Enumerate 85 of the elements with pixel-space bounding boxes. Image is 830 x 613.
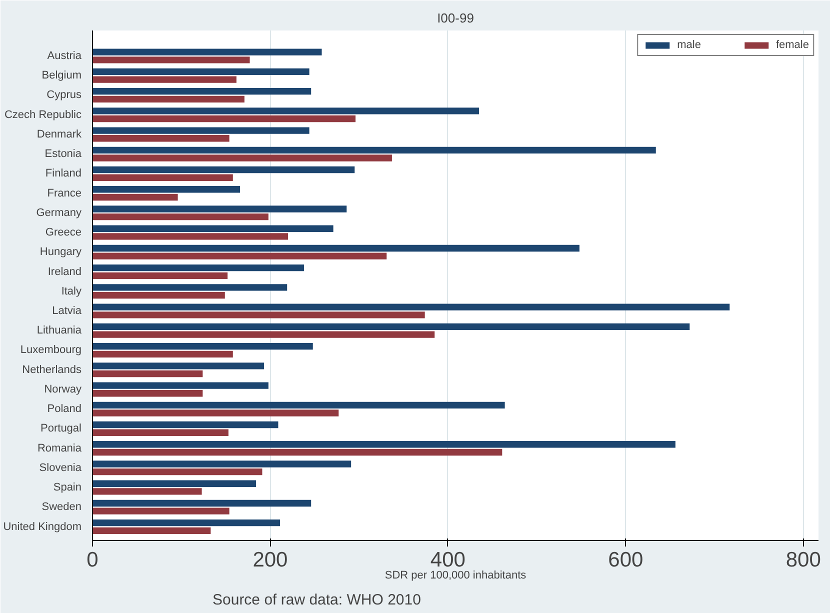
bar [92, 292, 225, 299]
bar [92, 342, 313, 350]
y-tick-label: Cyprus [46, 89, 82, 102]
bar [92, 350, 233, 358]
bar [92, 214, 268, 220]
y-tick-label: Netherlands [22, 364, 82, 376]
bar [92, 480, 256, 487]
bar [92, 304, 730, 310]
bar [92, 56, 250, 64]
x-axis-title: SDR per 100,000 inhabitants [384, 570, 527, 582]
bar [92, 520, 280, 526]
bar [92, 448, 502, 456]
y-tick-label: Belgium [42, 70, 82, 82]
y-tick-label: Lithuania [36, 324, 82, 337]
y-tick-label: Estonia [44, 148, 82, 160]
y-tick-label: Luxembourg [20, 344, 82, 356]
bar [92, 88, 312, 95]
bar [92, 233, 288, 240]
y-tick-label: Greece [45, 226, 82, 239]
bar [92, 174, 233, 181]
bar [92, 429, 228, 436]
x-tick-label: 600 [608, 548, 644, 572]
bar [92, 390, 203, 397]
bar [92, 186, 240, 193]
bar [92, 68, 310, 76]
y-tick-label: Poland [47, 403, 82, 416]
bar [92, 76, 236, 83]
y-tick-label: Denmark [36, 128, 82, 140]
y-tick-label: Austria [47, 50, 82, 62]
y-tick-label: Czech Republic [4, 108, 82, 121]
bar [92, 252, 387, 260]
bar [92, 96, 244, 102]
bar [92, 264, 304, 272]
y-tick-label: Latvia [52, 305, 82, 317]
y-tick-label: Romania [37, 442, 82, 454]
bar [92, 527, 211, 534]
y-tick-label: Portugal [40, 422, 82, 435]
bar [92, 48, 322, 56]
x-tick-label: 800 [786, 548, 821, 572]
bar [92, 460, 352, 468]
bar [92, 115, 356, 122]
bar [92, 410, 339, 416]
legend-label: male [677, 39, 701, 51]
x-tick-label: 0 [86, 548, 98, 572]
bar [92, 402, 505, 408]
bar [92, 382, 268, 389]
y-tick-label: Germany [36, 206, 82, 219]
y-tick-label: Ireland [48, 266, 82, 278]
bar [92, 323, 690, 330]
bar [92, 272, 228, 280]
bar [92, 488, 202, 495]
bar [92, 146, 656, 154]
bar [92, 312, 425, 318]
chart-title: I00-99 [437, 10, 474, 26]
y-tick-label: Norway [44, 383, 82, 396]
x-tick-label: 400 [430, 548, 466, 572]
bar [92, 500, 312, 507]
bar [92, 206, 347, 212]
bar [92, 225, 334, 232]
legend-label: female [776, 39, 809, 51]
bar [92, 468, 262, 476]
y-tick-label: Spain [53, 482, 82, 494]
bar [92, 421, 278, 428]
y-tick-label: Hungary [40, 246, 82, 258]
bar [92, 127, 310, 134]
y-tick-label: Slovenia [39, 462, 82, 474]
source-note: Source of raw data: WHO 2010 [212, 592, 421, 608]
x-tick-label: 200 [252, 548, 288, 572]
bar [92, 370, 203, 378]
bar [92, 108, 480, 114]
bar [92, 194, 178, 201]
bar [92, 154, 392, 162]
bar [92, 441, 676, 448]
bar [92, 331, 435, 338]
y-tick-label: France [47, 187, 82, 200]
y-tick-label: Italy [61, 285, 82, 298]
y-tick-label: United Kingdom [3, 520, 82, 533]
y-tick-label: Finland [45, 168, 82, 180]
y-tick-label: Sweden [42, 501, 82, 514]
bar [92, 135, 230, 142]
bar [92, 508, 230, 514]
bar [92, 166, 355, 174]
bar [92, 362, 264, 370]
bar [92, 284, 288, 291]
bar [92, 244, 580, 252]
